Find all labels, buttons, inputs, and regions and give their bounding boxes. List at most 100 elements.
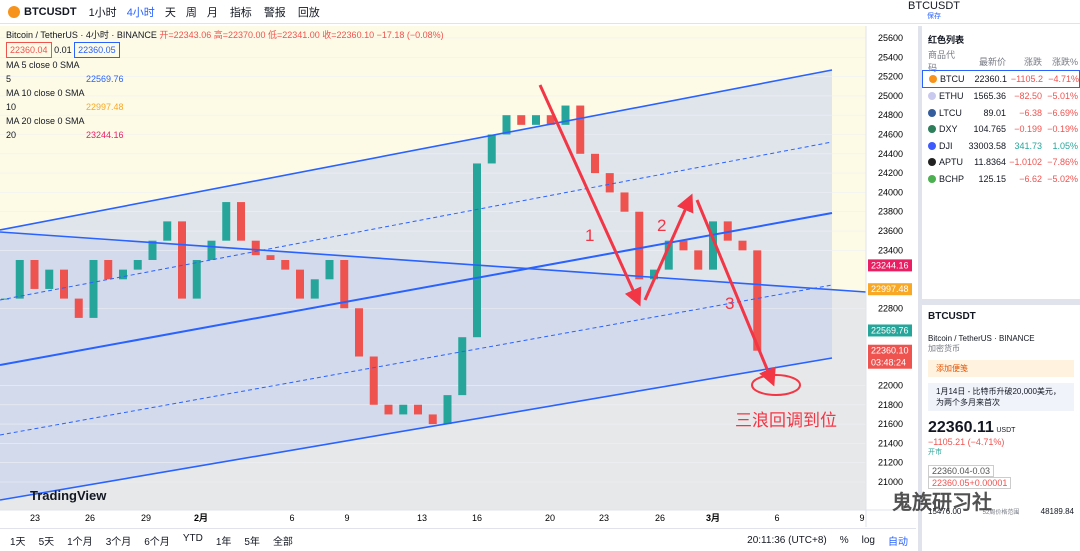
wave-label: 1 <box>585 226 594 245</box>
range-button[interactable]: 全部 <box>272 536 293 548</box>
candle <box>723 221 732 241</box>
change: −6.38 <box>1019 107 1042 118</box>
range-button[interactable]: 1天 <box>10 536 26 548</box>
range-button[interactable]: 6个月 <box>144 536 170 548</box>
candle <box>369 356 378 405</box>
ma-value: 22569.76 <box>86 74 124 84</box>
y-tick-label: 25000 <box>878 91 903 101</box>
last: 125.15 <box>978 173 1006 184</box>
watchlist-row[interactable]: DXY 104.765 −0.199 −0.19% <box>922 121 1080 138</box>
range-button[interactable]: 1个月 <box>67 536 93 548</box>
interval[interactable]: 周 <box>185 6 197 19</box>
ma-value: 22997.48 <box>86 102 124 112</box>
candle <box>487 134 496 164</box>
interval[interactable]: 月 <box>206 6 218 19</box>
wave-label: 3 <box>725 294 734 313</box>
symbol: LTCU <box>939 107 962 118</box>
watchlist-row[interactable]: APTU 11.8364 −1.0102 −7.86% <box>922 154 1080 171</box>
range-button[interactable]: 3个月 <box>105 536 132 548</box>
range-button[interactable]: 1年 <box>215 536 232 548</box>
change-pct: −6.69% <box>1047 107 1078 118</box>
change: −1.0102 <box>1009 157 1042 168</box>
y-tick-label: 24600 <box>878 129 903 139</box>
y-tick-label: 24800 <box>878 110 903 120</box>
indicators[interactable]: 指标 <box>229 6 252 19</box>
alerts[interactable]: 警报 <box>263 6 286 19</box>
interval[interactable]: 4小时 <box>126 6 155 19</box>
detail-bid: 22360.04-0.03 <box>928 465 995 477</box>
x-tick-label: 3月 <box>706 513 720 523</box>
watchlist-header: 商品代码 最新价 涨跌 涨跌% <box>922 50 1080 73</box>
change-pct: −4.71% <box>1048 73 1079 84</box>
candle <box>620 192 629 212</box>
last: 89.01 <box>983 107 1006 118</box>
intervals: 1小时 4小时天周月 <box>89 4 218 20</box>
watchlist-title[interactable]: 红色列表 <box>928 35 965 45</box>
y-tick-label: 21400 <box>878 438 903 448</box>
legend-title: Bitcoin / TetherUS · 4小时 · BINANCE <box>6 30 157 40</box>
replay[interactable]: 回放 <box>297 6 320 19</box>
symbol: BCHP <box>939 173 965 184</box>
y-tick-label: 25200 <box>878 72 903 82</box>
x-tick-label: 2月 <box>194 513 208 523</box>
symbol-icon <box>928 92 936 101</box>
y-tick-label: 23800 <box>878 207 903 217</box>
price-tag <box>868 324 912 337</box>
clock: 20:11:36 (UTC+8) <box>747 534 827 546</box>
y-tick-label: 23600 <box>878 226 903 236</box>
add-note[interactable]: 添加便笺 <box>928 360 1074 377</box>
save[interactable]: 保存 <box>927 13 942 20</box>
column-header: 最新价 <box>978 56 1006 67</box>
candle <box>709 221 717 270</box>
candle <box>222 202 231 241</box>
range-button[interactable]: YTD <box>182 532 203 544</box>
symbol: DJI <box>939 140 953 151</box>
candle <box>296 269 304 299</box>
channel-midline <box>0 284 833 436</box>
conclusion-label: 三浪回调到位 <box>735 411 837 430</box>
spread: 0.01 <box>54 45 72 55</box>
ask[interactable]: 22360.05 <box>74 42 120 58</box>
layout[interactable]: BTCUSDT 保存 <box>908 1 960 21</box>
detail-symbol: BTCUSDT <box>928 311 976 322</box>
y-tick-label: 24000 <box>878 187 903 197</box>
candle <box>443 395 452 425</box>
x-tick-label: 13 <box>417 513 427 523</box>
detail-price: 22360.11 <box>928 419 994 436</box>
watchlist-row[interactable]: LTCU 89.01 −6.38 −6.69% <box>922 105 1080 122</box>
watchlist-row[interactable]: BCHP 125.15 −6.62 −5.02% <box>922 171 1080 188</box>
price-tag-label: 22360.10 <box>871 346 909 356</box>
y-tick-label: 24200 <box>878 168 903 178</box>
watchlist-row[interactable]: DJI 33003.58 341.73 1.05% <box>922 138 1080 155</box>
price-tag-label: 23244.16 <box>871 260 909 270</box>
interval[interactable]: 天 <box>164 6 176 19</box>
watchlist-row[interactable]: ETHU 1565.36 −82.50 −5.01% <box>922 88 1080 105</box>
y-tick-label: 24400 <box>878 149 903 159</box>
symbol[interactable]: BTCUSDT <box>24 5 77 18</box>
ma-label: MA 10 close 0 SMA 10 <box>6 88 85 112</box>
y-tick-label: 21200 <box>878 458 903 468</box>
candle <box>207 240 216 260</box>
bottom-bar: 1天 5天 1个月 3个月 6个月 YTD 1年 5年 全部 20:11:36 (UTC+8) … <box>0 528 916 551</box>
auto[interactable]: 自动 <box>888 536 908 548</box>
watermark: TradingView <box>30 488 107 503</box>
candle <box>679 240 688 251</box>
news[interactable]: 1月14日 - 比特币升破20,000美元，为两个多月来首次 <box>928 383 1074 411</box>
bid[interactable]: 22360.04 <box>6 42 52 58</box>
range-button[interactable]: 5天 <box>38 536 55 548</box>
change: −6.62 <box>1019 173 1042 184</box>
log[interactable]: log <box>861 534 875 546</box>
x-tick-label: 9 <box>344 513 349 523</box>
candle <box>414 404 422 415</box>
ma-entry: MA 5 close 0 SMA 5 22569.76 <box>6 58 444 86</box>
range-button[interactable]: 5年 <box>244 536 260 548</box>
percent[interactable]: % <box>839 534 849 546</box>
interval[interactable]: 1小时 <box>88 6 117 19</box>
x-tick-label: 6 <box>774 513 779 523</box>
channel-line <box>0 212 833 366</box>
candle <box>45 269 54 289</box>
change-pct: −7.86% <box>1047 157 1078 168</box>
change: −82.50 <box>1014 91 1042 102</box>
symbol: ETHU <box>939 91 964 102</box>
